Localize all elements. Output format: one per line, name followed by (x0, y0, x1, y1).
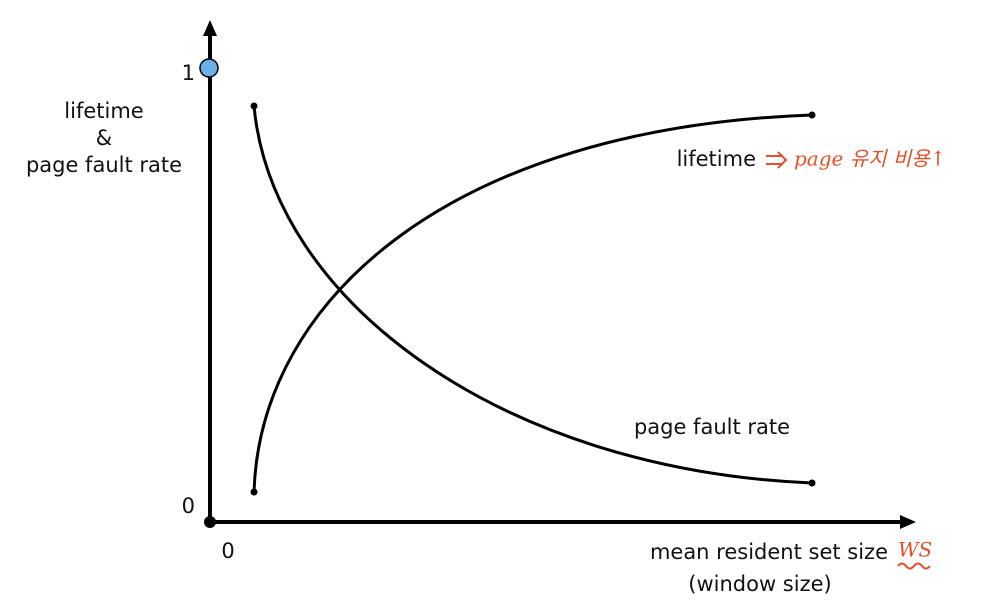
y-arrow (203, 20, 217, 36)
y-title: & (96, 126, 112, 150)
x-arrow (900, 515, 916, 529)
top-marker (199, 58, 219, 78)
y-title: lifetime (64, 99, 143, 123)
endpoint (250, 488, 258, 496)
y-bottom-label: 0 (182, 494, 195, 518)
lifetime-curve (252, 113, 813, 493)
lifetime-note: page 유지 비용↑ (794, 147, 946, 171)
x-note: WS (898, 538, 932, 562)
note-arrow (766, 151, 788, 169)
page-fault-curve (252, 105, 813, 485)
x-origin-label: 0 (221, 539, 234, 563)
y-title: page fault rate (26, 153, 182, 177)
squiggle (897, 562, 931, 570)
x-title: mean resident set size (650, 540, 888, 564)
curve-label: lifetime (677, 147, 756, 171)
y-top-label: 1 (182, 61, 195, 85)
curve-label: page fault rate (634, 415, 790, 439)
endpoint (250, 102, 258, 110)
origin-dot (204, 516, 216, 528)
endpoint (808, 111, 816, 119)
endpoint (808, 479, 816, 487)
x-subtitle: (window size) (688, 572, 831, 596)
